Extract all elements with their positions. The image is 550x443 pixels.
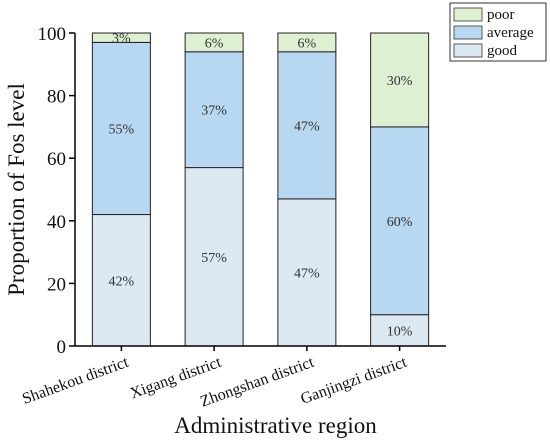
x-tick-label-ganjingzi-district: Ganjingzi district [298,354,409,408]
bar-shahekou-district-poor [91,32,151,43]
legend-swatch-poor [453,7,483,22]
bar-layer: 42% 55% 3% 57% 37% 6% 47% 47% 6% 10% 60% 30% [91,32,430,347]
data-label-xigang-district-poor: 6% [205,36,224,51]
x-tick-label-shahekou-district: Shahekou district [20,354,131,408]
bar-ganjingzi-district-average [370,126,430,316]
bar-shahekou-district-average [91,41,151,216]
data-label-zhongshan-district-average: 47% [294,119,320,134]
legend-label-good: good [487,43,518,59]
legend-label-poor: poor [487,7,515,23]
y-tick-label: 40 [47,212,66,233]
y-tick-label: 60 [47,149,66,170]
axes-layer [74,33,446,347]
data-label-shahekou-district-good: 42% [109,274,135,289]
bar-xigang-district-average [184,51,244,169]
data-label-ganjingzi-district-average: 60% [387,215,413,230]
legend-swatch-average [453,25,483,40]
y-tick-label: 100 [38,24,67,45]
x-axis-title: Administrative region [174,413,377,438]
bar-xigang-district-good [184,167,244,347]
bar-shahekou-district-good [91,214,151,347]
data-label-ganjingzi-district-good: 10% [387,324,413,339]
y-axis-title: Proportion of Fos level [4,83,29,296]
data-label-ganjingzi-district-poor: 30% [387,74,413,89]
data-label-shahekou-district-poor: 3% [112,32,131,47]
data-label-zhongshan-district-good: 47% [294,266,320,281]
bar-ganjingzi-district-poor [370,32,430,128]
y-tick-label: 0 [57,337,67,358]
legend: poor average good [449,2,547,62]
data-label-shahekou-district-average: 55% [109,122,135,137]
legend-label-average: average [487,25,534,41]
bar-xigang-district-poor [184,32,244,53]
y-ticks: 0 20 40 60 80 100 [38,24,75,358]
legend-swatch-good [453,43,483,58]
data-label-xigang-district-good: 57% [201,251,227,266]
data-label-xigang-district-average: 37% [201,104,227,119]
y-tick-label: 20 [47,274,66,295]
data-label-zhongshan-district-poor: 6% [298,36,317,51]
bar-zhongshan-district-poor [277,32,337,53]
y-tick-label: 80 [47,87,66,108]
bar-zhongshan-district-average [277,51,337,200]
